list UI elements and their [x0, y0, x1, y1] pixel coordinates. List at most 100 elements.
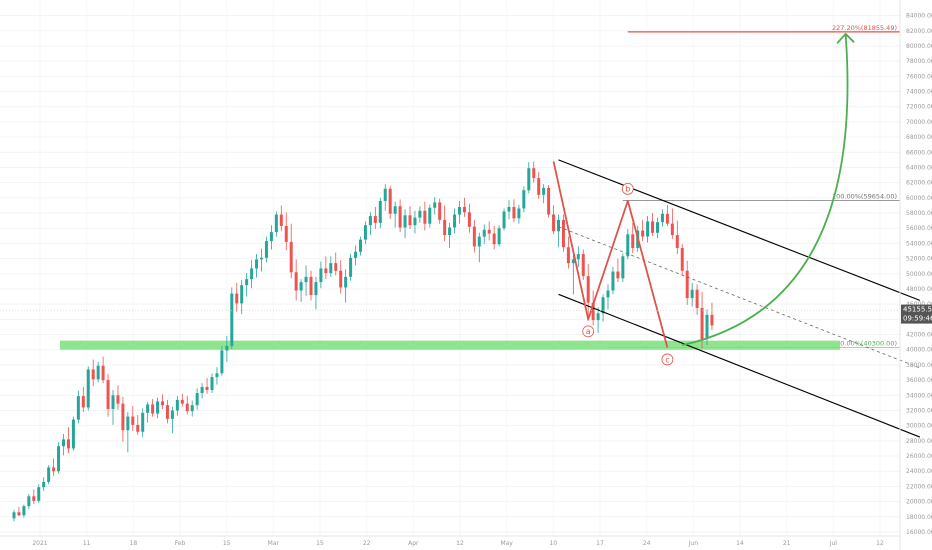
y-tick-label: 22000.00 [906, 483, 932, 490]
current-price-badge [901, 304, 932, 324]
fib-level-label: 227.20%(81855.49) [832, 24, 897, 32]
candle-body [76, 396, 80, 420]
wave-label-a: a [586, 327, 591, 336]
x-tick-label: 2021 [32, 540, 47, 547]
candle-body [91, 369, 95, 380]
support-zone [60, 340, 840, 350]
support-zone-layer [60, 340, 840, 350]
candle-body [294, 272, 298, 291]
candlesticks [12, 161, 714, 522]
candle-body [462, 206, 466, 213]
candle-body [586, 276, 590, 303]
x-tick-label: Jul [829, 540, 838, 547]
channel-midline [558, 226, 920, 369]
candle-body [101, 365, 105, 381]
candle-body [458, 206, 461, 215]
x-tick-label: 18 [130, 540, 138, 547]
candle-body [532, 168, 536, 179]
candle-body [304, 276, 308, 283]
candle-body [71, 419, 75, 449]
wave-marker-a [582, 325, 595, 338]
candle-body [289, 241, 293, 273]
candle-body [571, 259, 575, 264]
y-tick-label: 42000.00 [906, 332, 932, 339]
candle-body [146, 404, 150, 413]
candle-countdown-label: 09:59:46 [903, 315, 932, 323]
projection-arrow-layer [682, 32, 855, 347]
candle-body [245, 279, 249, 286]
y-tick-label: 68000.00 [906, 134, 932, 141]
y-tick-label: 16000.00 [906, 529, 932, 536]
candle-body [240, 285, 244, 304]
candle-body [205, 386, 209, 390]
y-tick-label: 60000.00 [906, 195, 932, 202]
candle-body [339, 270, 343, 288]
candle-body [255, 259, 259, 269]
candle-body [141, 412, 145, 432]
x-tick-label: Apr [408, 540, 419, 547]
y-tick-label: 70000.00 [906, 119, 932, 126]
candle-body [705, 314, 709, 340]
candle-body [433, 202, 437, 208]
candle-body [428, 207, 432, 224]
y-tick-label: 50000.00 [906, 271, 932, 278]
x-tick-label: Mar [268, 540, 280, 547]
candle-body [651, 221, 655, 233]
candle-body [670, 223, 674, 236]
candle-body [269, 232, 273, 242]
y-tick-label: 62000.00 [906, 180, 932, 187]
candle-body [210, 377, 214, 390]
candle-body [180, 399, 184, 404]
x-tick-label: 10 [550, 540, 558, 547]
y-tick-label: 36000.00 [906, 377, 932, 384]
candle-body [260, 257, 263, 260]
y-tick-label: 48000.00 [906, 286, 932, 293]
fibonacci-levels: 227.20%(81855.49) 100.00%(59654.00) 0.00%(… [608, 24, 900, 348]
candle-body [467, 212, 471, 227]
projection-arrow-head [836, 32, 855, 44]
candle-body [547, 187, 551, 215]
candle-body [542, 187, 546, 195]
candle-body [151, 404, 155, 414]
candle-body [443, 219, 447, 236]
x-tick-label: May [500, 540, 513, 547]
candle-body [106, 380, 110, 409]
candle-body [685, 270, 689, 299]
candle-body [274, 214, 278, 233]
wave-label-c: c [665, 355, 669, 364]
candle-body [319, 268, 323, 283]
candle-body [363, 225, 367, 240]
candle-body [690, 289, 694, 299]
candle-body [32, 496, 36, 501]
candle-body [403, 215, 407, 228]
y-tick-label: 78000.00 [906, 58, 932, 65]
x-tick-label: 15 [316, 540, 324, 547]
candle-body [656, 222, 659, 233]
candle-body [66, 439, 70, 449]
candle-body [561, 219, 565, 248]
candle-body [472, 226, 476, 247]
candle-body [388, 188, 392, 214]
x-tick-label: 11 [83, 540, 91, 547]
candle-body [329, 263, 333, 274]
y-tick-label: 24000.00 [906, 468, 932, 475]
wave-marker-b [621, 182, 634, 195]
x-tick-label: Jun [688, 540, 699, 547]
candle-body [606, 290, 610, 298]
candle-body [314, 282, 318, 296]
candle-body [264, 241, 268, 258]
y-tick-label: 58000.00 [906, 210, 932, 217]
candle-body [621, 256, 625, 279]
candle-body [413, 217, 417, 226]
candle-body [492, 233, 496, 245]
candle-body [438, 202, 442, 220]
wave-marker-c [661, 353, 674, 366]
candle-body [557, 219, 560, 232]
x-tick-label: 12 [456, 540, 464, 547]
candle-body [522, 190, 526, 209]
candle-body [393, 206, 397, 214]
